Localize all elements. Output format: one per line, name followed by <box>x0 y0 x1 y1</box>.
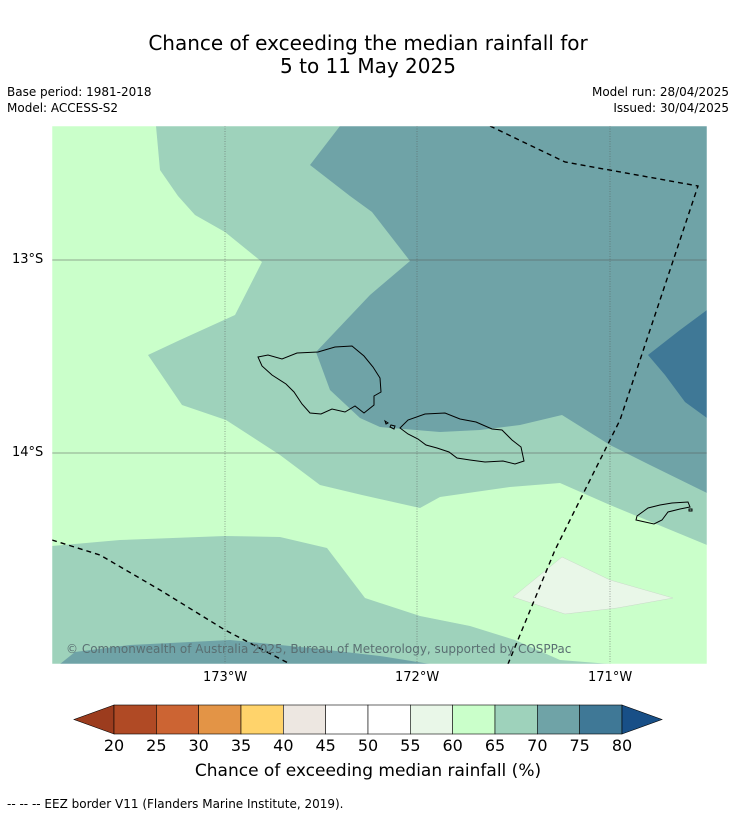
map-frame <box>51 125 708 665</box>
colorbar-under-extension <box>73 704 115 735</box>
colorbar-label-40: 40 <box>273 736 294 755</box>
colorbar-label-25: 25 <box>146 736 167 755</box>
colorbar-swatch-20 <box>113 704 157 735</box>
colorbar-swatch-35 <box>240 704 284 735</box>
colorbar-label-65: 65 <box>484 736 506 755</box>
lon-tick-172w: 172°W <box>395 670 440 685</box>
colorbar-swatch-45 <box>325 704 369 735</box>
band-70-75-north <box>310 126 707 493</box>
colorbar-swatch-60 <box>452 704 496 735</box>
band-65-70-south <box>52 536 610 664</box>
colorbar-swatch-40 <box>283 704 326 735</box>
tutuila-island <box>635 501 691 525</box>
colorbar-label-45: 45 <box>315 736 336 755</box>
colorbar-swatch-30 <box>198 704 242 735</box>
colorbar-swatch-70 <box>537 704 580 735</box>
colorbar-swatch-65 <box>494 704 538 735</box>
lon-tick-171w: 171°W <box>588 670 633 685</box>
colorbar-swatch-25 <box>156 704 199 735</box>
colorbar-title: Chance of exceeding median rainfall (%) <box>194 761 542 781</box>
model-name: Model: ACCESS-S2 <box>7 101 119 115</box>
gridlines <box>52 126 707 664</box>
colorbar-label-35: 35 <box>230 736 252 755</box>
colorbar-label-50: 50 <box>357 736 379 755</box>
colorbar-label-55: 55 <box>400 736 421 755</box>
lon-tick-173w: 173°W <box>203 670 248 685</box>
coastlines <box>257 345 693 525</box>
savaii-island <box>257 345 382 415</box>
band-70-75-south <box>60 640 430 664</box>
model-run: Model run: 28/04/2025 <box>591 85 729 99</box>
copyright-text: © Commonwealth of Australia 2025, Bureau… <box>66 642 571 656</box>
colorbar-label-20: 20 <box>103 736 125 755</box>
band-75-80 <box>648 310 707 418</box>
lat-tick-14s: 14°S <box>12 445 44 460</box>
base-period: Base period: 1981-2018 <box>7 85 152 99</box>
colorbar-label-30: 30 <box>188 736 209 755</box>
colorbar-label-75: 75 <box>569 736 590 755</box>
aunuu-island <box>688 508 693 512</box>
eez-footnote: -- -- -- EEZ border V11 (Flanders Marine… <box>7 797 344 811</box>
map-title-line2: 5 to 11 May 2025 <box>280 54 456 78</box>
upolu-island <box>399 412 525 465</box>
colorbar-swatch-75 <box>579 704 623 735</box>
eez-border <box>52 126 699 664</box>
colorbar-label-70: 70 <box>527 736 548 755</box>
colorbar-label-80: 80 <box>611 736 633 755</box>
colorbar-swatch-50 <box>367 704 411 735</box>
band-55-60 <box>512 556 674 615</box>
colorbar <box>73 704 663 735</box>
lat-tick-13s: 13°S <box>12 252 44 267</box>
issued-date: Issued: 30/04/2025 <box>613 101 729 115</box>
colorbar-over-extension <box>621 704 663 735</box>
apolima-island <box>389 424 396 430</box>
manono-island <box>384 419 389 425</box>
colorbar-swatch-55 <box>410 704 453 735</box>
map-title-line1: Chance of exceeding the median rainfall … <box>148 31 588 55</box>
colorbar-label-60: 60 <box>442 736 463 755</box>
